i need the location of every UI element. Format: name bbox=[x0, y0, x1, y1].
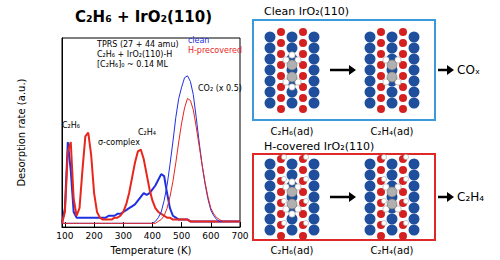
svg-text:C₂H₄(ad): C₂H₄(ad) bbox=[371, 126, 414, 137]
svg-text:CO₂ (x 0.5): CO₂ (x 0.5) bbox=[198, 84, 242, 93]
svg-text:200: 200 bbox=[86, 231, 103, 241]
svg-text:[C₂H₆]₀ ~ 0.14 ML: [C₂H₆]₀ ~ 0.14 ML bbox=[97, 60, 169, 69]
svg-text:600: 600 bbox=[202, 231, 219, 241]
svg-text:C₂H₄(ad): C₂H₄(ad) bbox=[371, 245, 414, 256]
svg-text:C₂H₄: C₂H₄ bbox=[138, 128, 156, 137]
svg-text:TPRS (27 + 44 amu): TPRS (27 + 44 amu) bbox=[96, 40, 179, 49]
svg-text:C₂H₆ + IrO₂(110)-H: C₂H₆ + IrO₂(110)-H bbox=[97, 50, 172, 59]
svg-text:C₂H₄: C₂H₄ bbox=[457, 190, 484, 204]
svg-text:400: 400 bbox=[144, 231, 161, 241]
svg-text:clean: clean bbox=[188, 36, 210, 45]
svg-text:COₓ: COₓ bbox=[457, 63, 480, 77]
svg-text:C₂H₆ + IrO₂(110): C₂H₆ + IrO₂(110) bbox=[75, 8, 212, 26]
svg-text:C₂H₆(ad): C₂H₆(ad) bbox=[271, 245, 314, 256]
svg-text:Temperature (K): Temperature (K) bbox=[110, 245, 192, 256]
svg-text:H-covered IrO₂(110): H-covered IrO₂(110) bbox=[264, 140, 374, 153]
svg-text:Desorption rate (a.u.): Desorption rate (a.u.) bbox=[16, 78, 27, 186]
svg-text:100: 100 bbox=[56, 231, 73, 241]
svg-text:C₂H₆: C₂H₆ bbox=[62, 121, 80, 130]
svg-text:700: 700 bbox=[231, 231, 248, 241]
svg-text:H-precovered: H-precovered bbox=[188, 46, 242, 55]
svg-text:C₂H₆(ad): C₂H₆(ad) bbox=[271, 126, 314, 137]
svg-text:500: 500 bbox=[173, 231, 190, 241]
svg-text:300: 300 bbox=[115, 231, 132, 241]
svg-text:Clean IrO₂(110): Clean IrO₂(110) bbox=[264, 5, 349, 18]
svg-text:σ-complex: σ-complex bbox=[98, 138, 140, 147]
